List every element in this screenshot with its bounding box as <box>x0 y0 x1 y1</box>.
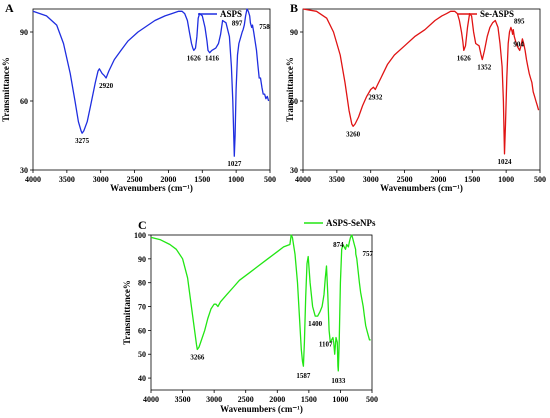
x-tick-label: 2500 <box>127 175 143 184</box>
x-tick-label: 2000 <box>160 175 176 184</box>
x-tick-label: 1000 <box>332 395 348 404</box>
x-tick-label: 500 <box>366 395 378 404</box>
y-axis-label: Transmittance% <box>1 57 11 122</box>
panel-c: C 4000 3500 3000 2500 2000 1500 1000 500 40 50 60 70… <box>122 218 378 414</box>
x-tick-label: 3000 <box>206 395 222 404</box>
plot-frame <box>302 8 541 171</box>
x-axis-label: Wavenumbers (cm⁻¹) <box>220 404 303 414</box>
y-tick-label: 60 <box>20 97 28 106</box>
x-tick-label: 3500 <box>329 175 345 184</box>
x-tick-label: 2000 <box>430 175 446 184</box>
peak-label: 1352 <box>477 64 492 72</box>
x-axis-label: Wavenumbers (cm⁻¹) <box>110 183 193 193</box>
x-tick-label: 4000 <box>295 175 311 184</box>
x-tick-label: 4000 <box>143 395 159 404</box>
legend-label: Se-ASPS <box>480 9 514 19</box>
series-line-se-asps <box>302 8 540 155</box>
x-tick-label: 1500 <box>194 175 210 184</box>
peak-label: 1107 <box>319 340 333 348</box>
series-line-asps-senps <box>150 234 371 372</box>
panel-b: B 4000 3500 3000 2500 2000 1500 1000 500 30 60 90 Wa… <box>285 1 546 193</box>
x-axis-label: Wavenumbers (cm⁻¹) <box>380 183 463 193</box>
peak-label: 1626 <box>457 54 472 62</box>
series-line-asps <box>32 8 270 157</box>
x-tick-label: 1500 <box>301 395 317 404</box>
x-tick-label: 2000 <box>269 395 285 404</box>
y-tick-label: 30 <box>20 166 28 175</box>
peak-label: 1027 <box>227 160 242 168</box>
x-tick-label: 2500 <box>397 175 413 184</box>
y-tick-label: 30 <box>290 166 298 175</box>
y-axis-label: Transmittance% <box>285 57 295 122</box>
x-tick-label: 3500 <box>59 175 75 184</box>
x-tick-label: 500 <box>534 175 546 184</box>
peak-label: 2932 <box>368 94 383 102</box>
plot-frame <box>150 234 373 391</box>
x-tick-label: 3000 <box>93 175 109 184</box>
x-tick-label: 2500 <box>238 395 254 404</box>
y-tick-label: 90 <box>290 28 298 37</box>
peak-label: 2920 <box>99 82 114 90</box>
peak-label: 3275 <box>75 137 90 145</box>
panel-letter: B <box>290 1 298 15</box>
panel-letter: C <box>138 218 147 232</box>
x-tick-label: 3000 <box>363 175 379 184</box>
panel-a: A 4000 3500 3000 2500 2000 1500 1000 500 30 60 90 Wa… <box>1 1 276 193</box>
peak-label: 1416 <box>205 54 220 62</box>
peak-label: 874 <box>333 241 344 249</box>
x-tick-label: 1500 <box>464 175 480 184</box>
peak-label: 757 <box>363 250 374 258</box>
peak-label: 758 <box>259 23 270 31</box>
y-tick-label: 70 <box>138 303 146 312</box>
peak-label: 897 <box>232 20 243 28</box>
panel-letter: A <box>5 1 14 15</box>
y-tick-label: 80 <box>138 279 146 288</box>
x-tick-label: 1000 <box>228 175 244 184</box>
x-tick-label: 1000 <box>498 175 514 184</box>
peak-label: 904 <box>513 40 524 48</box>
y-tick-label: 60 <box>290 97 298 106</box>
y-axis-label: Transmittance% <box>122 280 132 345</box>
peak-label: 3260 <box>346 130 361 138</box>
peak-label: 1024 <box>498 158 513 166</box>
y-tick-label: 50 <box>138 350 146 359</box>
peak-label: 895 <box>514 18 525 26</box>
peak-label: 1626 <box>187 54 202 62</box>
y-tick-label: 90 <box>20 28 28 37</box>
y-tick-label: 90 <box>138 255 146 264</box>
y-tick-label: 100 <box>134 231 146 240</box>
peak-label: 1587 <box>296 372 311 380</box>
plot-frame <box>32 8 271 171</box>
x-tick-label: 500 <box>264 175 276 184</box>
peak-label: 3266 <box>190 353 205 361</box>
peak-label: 1400 <box>308 320 323 328</box>
x-tick-label: 3500 <box>175 395 191 404</box>
y-tick-label: 40 <box>138 374 146 383</box>
peak-label: 1033 <box>331 377 346 385</box>
legend-label: ASPS <box>220 9 242 19</box>
x-tick-label: 4000 <box>25 175 41 184</box>
y-tick-label: 60 <box>138 326 146 335</box>
legend-label: ASPS-SeNPs <box>326 218 376 228</box>
